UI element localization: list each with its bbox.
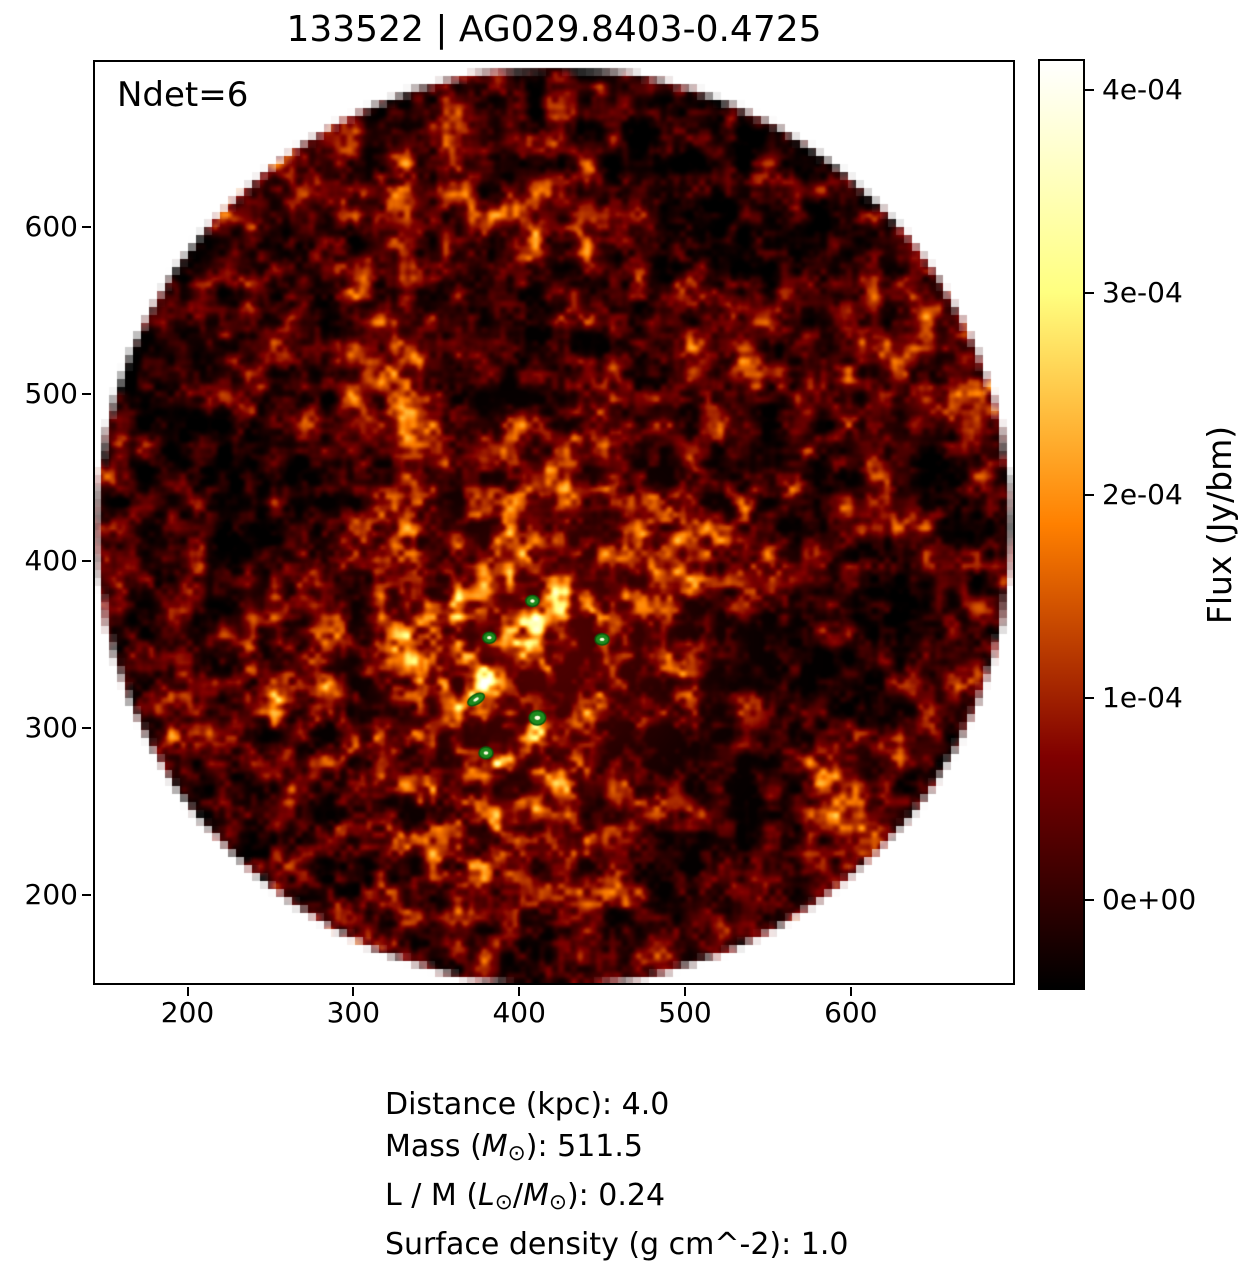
info-line-text: ⊙ xyxy=(494,1189,513,1215)
colorbar-tick-mark xyxy=(1085,898,1094,901)
colorbar-tick-label: 1e-04 xyxy=(1102,680,1183,714)
x-tick-label: 300 xyxy=(326,996,381,1029)
colorbar xyxy=(1038,59,1085,990)
colorbar-tick-label: 4e-04 xyxy=(1102,73,1183,107)
info-line-text: ⊙ xyxy=(548,1189,567,1215)
source-info-panel: Distance (kpc): 4.0 Mass (M⊙): 511.5 L / M… xyxy=(385,1084,848,1266)
ndet-annotation: Ndet=6 xyxy=(117,75,249,115)
plot-title: 133522 | AG029.8403-0.4725 xyxy=(286,9,822,50)
x-tick-mark xyxy=(684,987,686,996)
info-line: L / M (L⊙/M⊙): 0.24 xyxy=(385,1175,848,1224)
y-tick-label: 500 xyxy=(24,376,78,410)
colorbar-tick-label: 3e-04 xyxy=(1102,275,1183,309)
info-line-text: L / M ( xyxy=(385,1177,479,1213)
y-tick-mark xyxy=(82,225,91,228)
x-tick-mark xyxy=(352,987,355,996)
x-tick-label: 200 xyxy=(160,996,215,1029)
x-tick-mark xyxy=(518,987,521,996)
x-tick-mark xyxy=(849,987,852,996)
info-line-text: M xyxy=(522,1177,549,1213)
y-tick-label: 300 xyxy=(24,710,78,744)
info-line-text: ): 511.5 xyxy=(525,1129,643,1164)
y-tick-mark xyxy=(82,893,91,896)
flux-map-image xyxy=(93,60,1015,985)
x-tick-label: 600 xyxy=(824,996,878,1029)
colorbar-tick-mark xyxy=(1085,696,1094,699)
y-tick-mark xyxy=(82,392,91,395)
y-tick-mark xyxy=(82,559,91,562)
info-line-text: / xyxy=(512,1177,523,1213)
info-line-text: ⊙ xyxy=(507,1140,526,1166)
x-tick-label: 500 xyxy=(658,996,712,1029)
info-line: Distance (kpc): 4.0 xyxy=(385,1084,848,1126)
y-tick-label: 600 xyxy=(24,209,78,243)
colorbar-tick-label: 2e-04 xyxy=(1102,478,1183,512)
info-line-text: Mass ( xyxy=(385,1129,482,1164)
y-tick-mark xyxy=(82,726,91,729)
y-tick-label: 400 xyxy=(24,543,78,577)
colorbar-axis-label: Flux (Jy/bm) xyxy=(1200,425,1239,625)
info-line-text: ): 0.24 xyxy=(566,1177,666,1213)
info-line-text: M xyxy=(481,1129,508,1164)
info-line-text: L xyxy=(478,1177,495,1213)
colorbar-tick-label: 0e+00 xyxy=(1102,882,1197,916)
info-line: Surface density (g cm^-2): 1.0 xyxy=(385,1224,848,1266)
info-line-text: Distance (kpc): 4.0 xyxy=(385,1087,670,1122)
info-line: Mass (M⊙): 511.5 xyxy=(385,1126,848,1175)
x-tick-mark xyxy=(186,987,189,996)
y-tick-label: 200 xyxy=(24,877,78,911)
colorbar-tick-mark xyxy=(1085,89,1094,92)
colorbar-tick-mark xyxy=(1085,494,1094,497)
colorbar-tick-mark xyxy=(1085,291,1094,294)
x-tick-label: 400 xyxy=(492,996,546,1029)
info-line-text: Surface density (g cm^-2): 1.0 xyxy=(385,1226,849,1262)
